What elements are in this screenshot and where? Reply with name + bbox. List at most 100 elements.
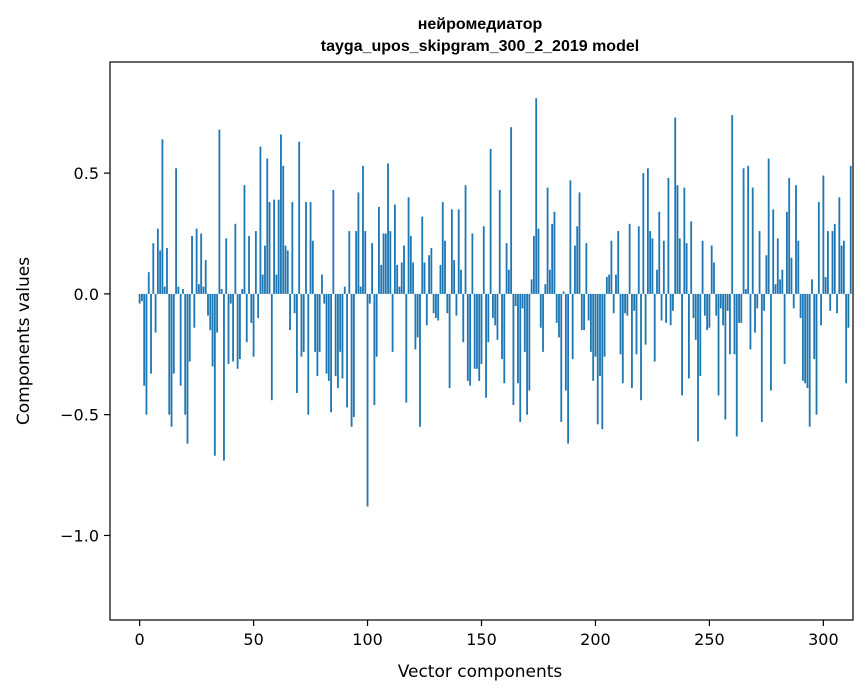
bar-126 bbox=[425, 293, 428, 326]
bar-268 bbox=[749, 293, 752, 350]
bar-117 bbox=[405, 293, 408, 403]
bar-16 bbox=[175, 168, 177, 294]
bar-75 bbox=[309, 202, 312, 294]
bar-129 bbox=[432, 293, 435, 314]
bar-85 bbox=[332, 190, 335, 294]
bar-81 bbox=[323, 293, 326, 304]
bar-124 bbox=[421, 216, 424, 294]
bar-210 bbox=[617, 231, 620, 294]
bar-88 bbox=[339, 293, 342, 352]
bar-304 bbox=[831, 231, 834, 294]
bar-80 bbox=[321, 274, 323, 294]
bar-49 bbox=[250, 293, 253, 323]
bar-32 bbox=[211, 293, 214, 367]
bar-108 bbox=[384, 233, 387, 294]
bar-286 bbox=[790, 257, 793, 294]
bar-299 bbox=[820, 293, 822, 326]
bar-193 bbox=[578, 192, 581, 294]
bar-180 bbox=[548, 269, 551, 294]
bar-86 bbox=[334, 293, 337, 377]
x-tick-label-0: 0 bbox=[135, 630, 145, 649]
bar-115 bbox=[400, 262, 403, 294]
bar-54 bbox=[261, 274, 264, 294]
bar-173 bbox=[533, 235, 535, 294]
bar-213 bbox=[624, 293, 626, 314]
bar-181 bbox=[551, 223, 554, 294]
bar-23 bbox=[191, 235, 193, 294]
bar-158 bbox=[498, 190, 501, 294]
bar-140 bbox=[457, 209, 460, 294]
bar-234 bbox=[672, 293, 674, 311]
bar-251 bbox=[710, 245, 713, 294]
bar-275 bbox=[765, 255, 768, 294]
bar-33 bbox=[213, 293, 216, 456]
bar-95 bbox=[355, 231, 358, 294]
bar-214 bbox=[626, 293, 629, 316]
bar-161 bbox=[505, 243, 508, 294]
bar-199 bbox=[592, 293, 595, 381]
bar-82 bbox=[325, 293, 328, 374]
bar-142 bbox=[462, 293, 465, 343]
bar-211 bbox=[619, 293, 622, 355]
bar-241 bbox=[687, 293, 690, 379]
bar-114 bbox=[398, 286, 401, 294]
bar-274 bbox=[763, 293, 766, 311]
bar-17 bbox=[177, 286, 180, 294]
bar-307 bbox=[838, 197, 841, 294]
x-tick-label-6: 300 bbox=[808, 630, 839, 649]
bar-216 bbox=[631, 293, 633, 389]
bar-204 bbox=[603, 293, 606, 357]
bar-119 bbox=[409, 235, 412, 294]
bar-300 bbox=[822, 175, 825, 294]
bar-237 bbox=[678, 238, 681, 294]
bar-77 bbox=[314, 293, 317, 352]
bar-18 bbox=[179, 293, 182, 386]
bar-194 bbox=[580, 293, 583, 331]
bar-287 bbox=[792, 293, 795, 309]
bar-164 bbox=[512, 293, 515, 406]
bar-263 bbox=[738, 293, 740, 323]
bar-128 bbox=[430, 248, 433, 294]
bar-29 bbox=[204, 260, 207, 294]
bar-155 bbox=[491, 293, 494, 319]
bar-50 bbox=[252, 293, 255, 357]
bar-103 bbox=[373, 293, 376, 406]
bar-202 bbox=[599, 293, 601, 377]
bar-72 bbox=[302, 293, 305, 352]
bar-152 bbox=[485, 293, 487, 398]
bar-19 bbox=[182, 289, 184, 294]
bar-238 bbox=[681, 293, 683, 396]
bar-183 bbox=[555, 293, 558, 323]
bar-2 bbox=[143, 293, 146, 386]
bar-26 bbox=[197, 284, 200, 294]
bar-134 bbox=[444, 240, 446, 294]
bar-78 bbox=[316, 293, 319, 377]
chart-title-line-2: tayga_upos_skipgram_300_2_2019 model bbox=[321, 38, 639, 55]
bar-244 bbox=[694, 293, 697, 340]
bar-10 bbox=[161, 139, 164, 294]
bar-44 bbox=[239, 293, 241, 360]
bar-74 bbox=[307, 293, 310, 415]
bar-41 bbox=[232, 293, 234, 362]
bar-230 bbox=[662, 240, 665, 294]
bar-288 bbox=[795, 185, 797, 294]
bar-226 bbox=[653, 293, 656, 362]
bar-168 bbox=[521, 293, 524, 309]
bar-273 bbox=[760, 293, 763, 422]
bar-8 bbox=[156, 228, 159, 294]
bar-153 bbox=[487, 293, 490, 343]
bar-39 bbox=[227, 293, 230, 364]
bar-184 bbox=[558, 293, 560, 338]
bar-96 bbox=[357, 192, 360, 294]
bar-71 bbox=[300, 293, 303, 357]
x-tick-label-1: 50 bbox=[243, 630, 263, 649]
bar-170 bbox=[526, 293, 528, 415]
bar-277 bbox=[770, 293, 772, 391]
bar-306 bbox=[836, 293, 838, 314]
bar-256 bbox=[722, 293, 724, 326]
bar-243 bbox=[692, 293, 695, 319]
bar-12 bbox=[166, 248, 168, 294]
bar-149 bbox=[478, 293, 481, 381]
bar-106 bbox=[380, 264, 383, 294]
bar-160 bbox=[503, 293, 506, 384]
